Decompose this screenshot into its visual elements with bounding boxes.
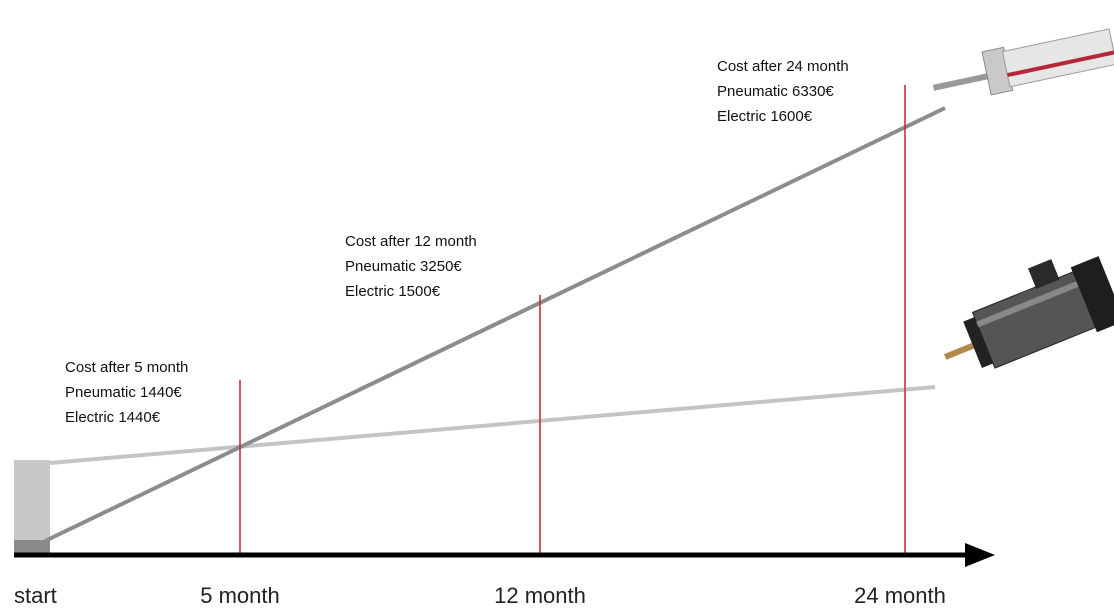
annotation-title: Cost after 24 month <box>717 58 849 75</box>
axis-label: start <box>14 583 57 608</box>
annotation-line: Pneumatic 6330€ <box>717 83 834 100</box>
annotation-line: Electric 1600€ <box>717 108 813 125</box>
annotation-line: Electric 1500€ <box>345 283 441 300</box>
start-bar-dark <box>14 540 50 555</box>
annotation-line: Pneumatic 1440€ <box>65 384 182 401</box>
pneumatic-cylinder-icon <box>932 28 1114 96</box>
electric-cost-line <box>49 385 936 465</box>
annotation-line: Electric 1440€ <box>65 409 161 426</box>
axis-arrow <box>965 543 995 567</box>
axis-label: 24 month <box>854 583 946 608</box>
annotation-title: Cost after 5 month <box>65 359 188 376</box>
axis-label: 5 month <box>200 583 280 608</box>
annotation-title: Cost after 12 month <box>345 233 477 250</box>
start-bar-light <box>14 460 50 540</box>
annotation-line: Pneumatic 3250€ <box>345 258 462 275</box>
axis-label: 12 month <box>494 583 586 608</box>
electric-actuator-icon <box>944 256 1114 369</box>
pneumatic-cost-line <box>44 106 946 543</box>
